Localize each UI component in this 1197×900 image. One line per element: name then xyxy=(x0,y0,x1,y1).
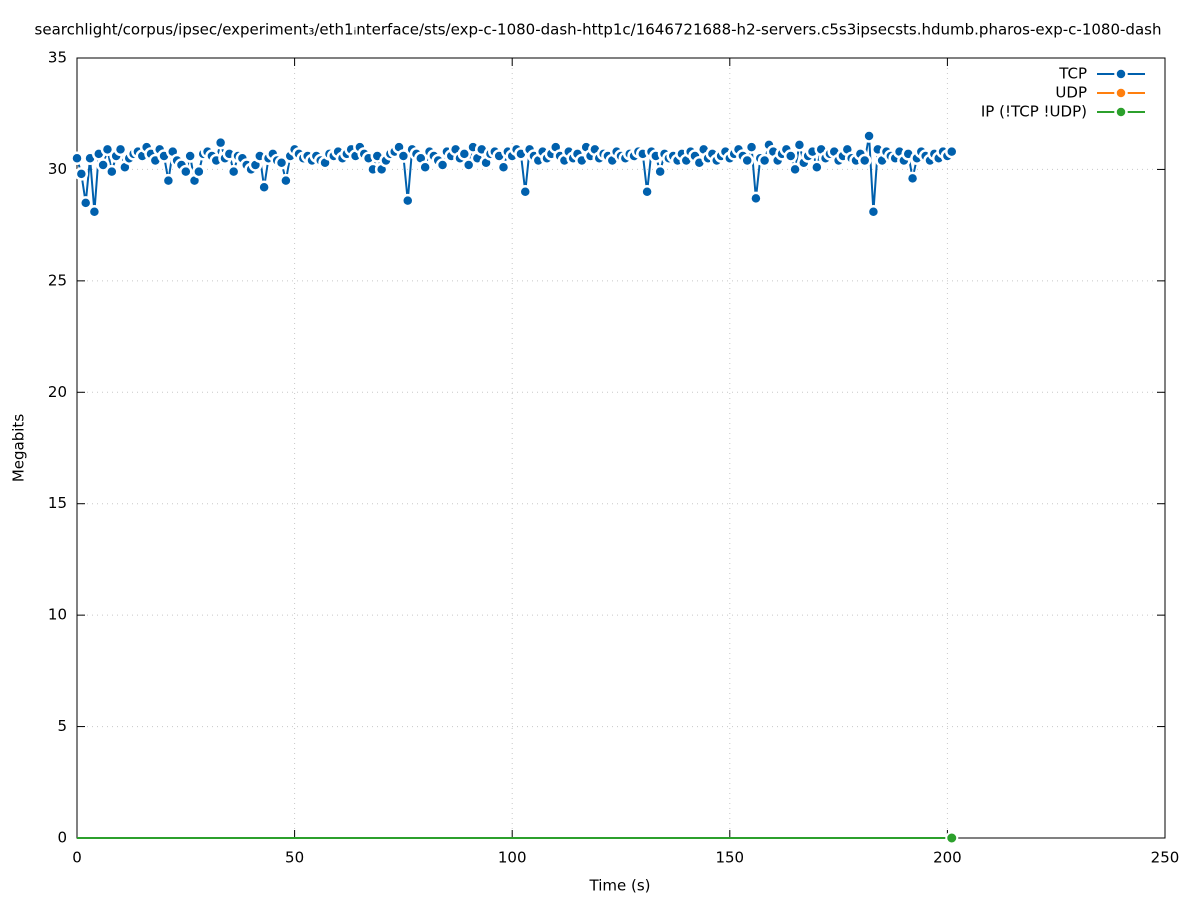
x-tick-label: 150 xyxy=(715,849,744,867)
chart-title: searchlight/corpus/ipsec/experiment₃/eth… xyxy=(35,21,1162,39)
data-point xyxy=(274,155,289,170)
data-point xyxy=(653,164,667,179)
data-point xyxy=(257,180,271,195)
data-point xyxy=(810,160,824,174)
data-point xyxy=(161,173,176,188)
y-tick-label: 5 xyxy=(57,717,67,735)
x-tick-label: 200 xyxy=(933,849,962,867)
data-point xyxy=(744,140,759,154)
data-point xyxy=(435,158,450,172)
data-point xyxy=(862,129,876,143)
data-point xyxy=(100,142,115,157)
data-point xyxy=(905,171,920,186)
legend-label: TCP xyxy=(1058,65,1087,83)
y-tick-label: 0 xyxy=(57,829,67,847)
data-point xyxy=(213,135,228,150)
data-point xyxy=(783,149,798,163)
y-axis-label: Megabits xyxy=(10,414,28,482)
data-point xyxy=(192,164,206,179)
data-point xyxy=(226,164,241,179)
x-tick-label: 50 xyxy=(285,849,304,867)
data-point xyxy=(457,147,472,161)
plot-frame xyxy=(76,57,1166,839)
legend-marker xyxy=(1114,86,1128,100)
data-point xyxy=(461,158,476,172)
y-tick-label: 25 xyxy=(48,271,67,289)
data-point xyxy=(70,151,84,166)
data-point xyxy=(945,831,959,845)
y-tick-label: 15 xyxy=(48,494,67,512)
data-point xyxy=(87,205,102,219)
data-point xyxy=(113,142,128,157)
data-point xyxy=(96,158,110,172)
y-tick-label: 30 xyxy=(48,160,67,178)
data-point xyxy=(74,167,89,181)
data-point xyxy=(279,173,293,188)
data-point xyxy=(792,138,807,152)
data-point xyxy=(496,160,511,174)
data-point xyxy=(749,191,763,206)
data-point xyxy=(945,144,959,159)
legend-marker xyxy=(1114,105,1128,119)
data-point xyxy=(105,164,119,179)
data-point xyxy=(179,164,193,179)
x-tick-label: 250 xyxy=(1151,849,1180,867)
x-tick-label: 100 xyxy=(498,849,527,867)
data-point xyxy=(866,205,881,219)
y-tick-label: 35 xyxy=(48,49,67,67)
data-point xyxy=(183,149,197,163)
data-point xyxy=(518,184,533,199)
y-tick-label: 20 xyxy=(48,383,67,401)
legend-label: IP (!TCP !UDP) xyxy=(981,103,1087,121)
data-point xyxy=(788,162,802,177)
data-point xyxy=(857,153,872,168)
data-point xyxy=(78,196,93,210)
y-tick-label: 10 xyxy=(48,606,67,624)
legend-label: UDP xyxy=(1055,84,1087,102)
data-point xyxy=(740,153,754,168)
legend-marker xyxy=(1114,67,1128,81)
data-point xyxy=(401,193,415,208)
data-point xyxy=(396,149,411,163)
x-tick-label: 0 xyxy=(72,849,82,867)
data-point xyxy=(418,160,432,174)
x-axis-label: Time (s) xyxy=(589,877,651,895)
data-point xyxy=(640,184,654,199)
data-point xyxy=(757,153,772,168)
